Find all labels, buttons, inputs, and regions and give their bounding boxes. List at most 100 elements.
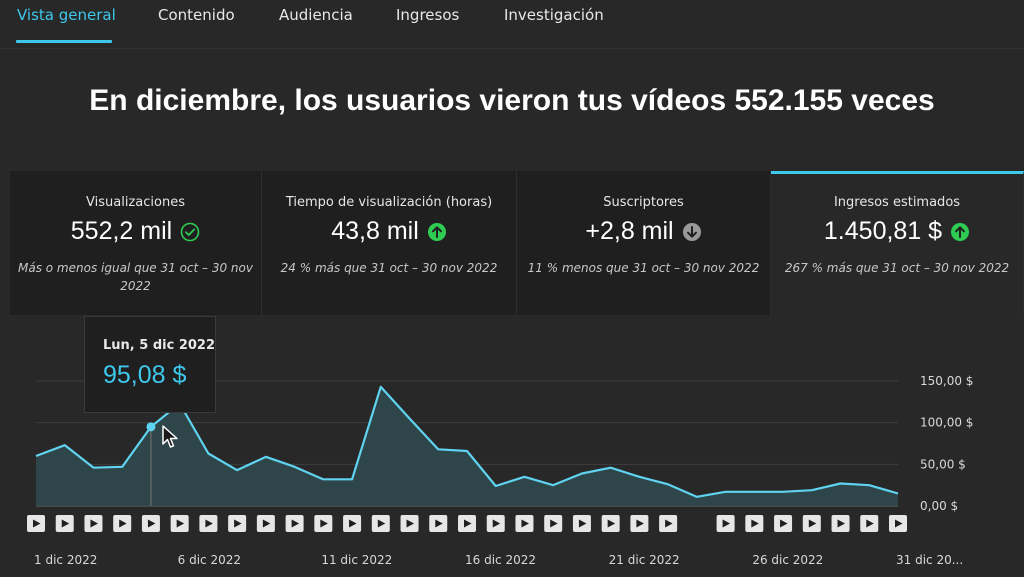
video-marker[interactable]	[601, 515, 620, 532]
arrow-down-icon	[682, 222, 702, 242]
play-icon	[550, 519, 558, 528]
card-tiempo-visualizacion[interactable]: Tiempo de visualización (horas) 43,8 mil…	[262, 171, 517, 315]
video-marker[interactable]	[515, 515, 534, 532]
play-icon	[895, 519, 903, 528]
x-tick-label: 21 dic 2022	[609, 553, 680, 567]
video-marker[interactable]	[802, 515, 821, 532]
tab-audiencia[interactable]: Audiencia	[279, 6, 353, 24]
play-icon	[119, 519, 127, 528]
x-tick-label: 31 dic 20...	[896, 553, 963, 567]
x-tick-label: 16 dic 2022	[465, 553, 536, 567]
play-icon	[61, 519, 70, 528]
play-icon	[205, 519, 213, 528]
card-label: Ingresos estimados	[833, 195, 961, 210]
play-icon	[234, 519, 242, 528]
play-icon	[837, 519, 846, 528]
card-comparison: 267 % más que 31 oct – 30 nov 2022	[784, 261, 1010, 275]
video-marker[interactable]	[544, 515, 563, 532]
play-icon	[607, 519, 616, 528]
video-marker[interactable]	[831, 515, 850, 532]
play-icon	[751, 519, 759, 528]
x-tick-label: 1 dic 2022	[34, 553, 97, 567]
video-marker[interactable]	[27, 515, 45, 532]
card-value-row: 552,2 mil	[10, 217, 261, 246]
y-tick-label: 50,00 $	[920, 457, 966, 471]
video-marker[interactable]	[371, 515, 390, 532]
y-tick-label: 100,00 $	[920, 416, 973, 430]
video-marker[interactable]	[141, 515, 160, 532]
play-icon	[33, 519, 41, 528]
arrow-up-icon	[950, 222, 970, 242]
video-marker[interactable]	[199, 515, 218, 532]
page-headline: En diciembre, los usuarios vieron tus ví…	[89, 84, 935, 117]
x-tick-label: 11 dic 2022	[321, 553, 392, 567]
arrow-up-icon	[427, 222, 447, 242]
card-value: 552,2 mil	[70, 217, 173, 245]
card-value-row: +2,8 mil	[517, 217, 770, 246]
play-icon	[578, 519, 587, 528]
video-marker[interactable]	[630, 515, 649, 532]
play-icon	[147, 519, 156, 528]
card-value: +2,8 mil	[585, 217, 674, 245]
revenue-chart[interactable]: 0,00 $ 50,00 $ 100,00 $ 150,00 $ 1 dic 2022 6…	[10, 315, 1024, 577]
play-icon	[808, 519, 817, 528]
card-visualizaciones[interactable]: Visualizaciones 552,2 mil Más o menos ig…	[10, 171, 262, 315]
video-marker[interactable]	[572, 515, 591, 532]
play-icon	[349, 519, 357, 528]
video-marker[interactable]	[889, 515, 907, 532]
tab-investigacion[interactable]: Investigación	[504, 6, 604, 24]
tab-vista-general[interactable]: Vista general	[17, 6, 116, 24]
card-label: Visualizaciones	[86, 195, 185, 210]
play-icon	[406, 519, 415, 528]
check-circle-icon	[180, 222, 200, 242]
video-marker[interactable]	[400, 515, 419, 532]
card-value-row: 43,8 mil	[262, 217, 516, 246]
play-icon	[176, 519, 185, 528]
play-icon	[464, 519, 472, 528]
chart-tooltip: Lun, 5 dic 2022 95,08 $	[84, 316, 216, 413]
video-marker[interactable]	[343, 515, 362, 532]
tooltip-date: Lun, 5 dic 2022	[103, 338, 216, 353]
y-tick-label: 150,00 $	[920, 374, 973, 388]
video-marker[interactable]	[256, 515, 275, 532]
play-icon	[435, 519, 443, 528]
tooltip-value: 95,08 $	[103, 361, 187, 389]
video-marker[interactable]	[745, 515, 764, 532]
card-value: 43,8 mil	[331, 217, 419, 245]
video-marker[interactable]	[716, 515, 735, 532]
card-suscriptores[interactable]: Suscriptores +2,8 mil 11 % menos que 31 …	[517, 171, 771, 315]
video-marker[interactable]	[774, 515, 793, 532]
card-ingresos-estimados[interactable]: Ingresos estimados 1.450,81 $ 267 % más …	[771, 171, 1024, 315]
play-icon	[521, 519, 529, 528]
tabs-divider	[0, 48, 1024, 49]
video-marker[interactable]	[84, 515, 103, 532]
video-marker[interactable]	[285, 515, 304, 532]
video-marker[interactable]	[659, 515, 678, 532]
card-label: Suscriptores	[603, 195, 684, 210]
revenue-area	[36, 386, 898, 506]
hovered-point	[146, 422, 156, 432]
play-icon	[722, 519, 731, 528]
x-tick-label: 26 dic 2022	[752, 553, 823, 567]
play-icon	[320, 519, 328, 528]
play-icon	[636, 519, 644, 528]
tab-ingresos[interactable]: Ingresos	[396, 6, 460, 24]
active-tab-indicator	[16, 40, 112, 43]
video-marker[interactable]	[314, 515, 333, 532]
card-comparison: 11 % menos que 31 oct – 30 nov 2022	[527, 261, 760, 275]
video-marker[interactable]	[55, 515, 74, 532]
video-marker[interactable]	[228, 515, 247, 532]
play-icon	[377, 519, 386, 528]
video-marker[interactable]	[860, 515, 879, 532]
video-marker[interactable]	[170, 515, 189, 532]
mouse-pointer-icon	[162, 425, 178, 448]
play-icon	[780, 519, 788, 528]
play-icon	[291, 519, 300, 528]
card-comparison: 24 % más que 31 oct – 30 nov 2022	[280, 261, 498, 275]
tab-contenido[interactable]: Contenido	[158, 6, 235, 24]
video-marker[interactable]	[486, 515, 505, 532]
play-icon	[262, 519, 271, 528]
video-marker[interactable]	[113, 515, 132, 532]
video-marker[interactable]	[429, 515, 448, 532]
video-marker[interactable]	[458, 515, 476, 532]
